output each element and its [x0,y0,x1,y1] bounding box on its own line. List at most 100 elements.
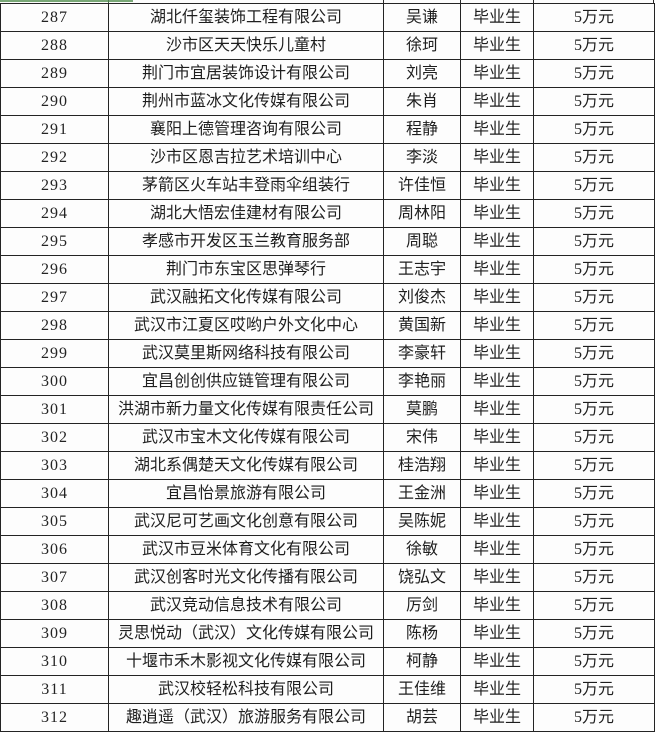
company-name-cell: 十堰市禾木影视文化传媒有限公司 [108,647,384,676]
company-name-cell: 武汉创客时光文化传播有限公司 [108,563,384,592]
subsidy-amount-cell: 5万元 [533,87,655,116]
company-name-cell: 沙市区恩吉拉艺术培训中心 [108,143,384,172]
table-row: 303 湖北系偶楚天文化传媒有限公司 桂浩翔 毕业生 5万元 [0,451,655,480]
row-number-cell: 308 [0,591,109,620]
row-number-cell: 305 [0,507,109,536]
person-name-cell: 李豪轩 [383,339,461,368]
row-number-cell: 287 [0,3,109,32]
row-number-cell: 288 [0,31,109,60]
graduate-status-cell: 毕业生 [460,563,534,592]
company-name-cell: 趣逍遥（武汉）旅游服务有限公司 [108,703,384,732]
company-name-cell: 湖北仟玺装饰工程有限公司 [108,3,384,32]
table-row: 305 武汉尼可艺画文化创意有限公司 吴陈妮 毕业生 5万元 [0,507,655,536]
company-name-cell: 宜昌创创供应链管理有限公司 [108,367,384,396]
person-name-cell: 李淡 [383,143,461,172]
subsidy-amount-cell: 5万元 [533,535,655,564]
subsidy-amount-cell: 5万元 [533,675,655,704]
person-name-cell: 刘俊杰 [383,283,461,312]
person-name-cell: 黄国新 [383,311,461,340]
graduate-status-cell: 毕业生 [460,339,534,368]
graduate-status-cell: 毕业生 [460,675,534,704]
company-name-cell: 武汉竞动信息技术有限公司 [108,591,384,620]
company-name-cell: 武汉市江夏区哎哟户外文化中心 [108,311,384,340]
subsidy-amount-cell: 5万元 [533,507,655,536]
company-name-cell: 宜昌怡景旅游有限公司 [108,479,384,508]
graduate-status-cell: 毕业生 [460,255,534,284]
row-number-cell: 300 [0,367,109,396]
person-name-cell: 王佳维 [383,675,461,704]
row-number-cell: 295 [0,227,109,256]
graduate-status-cell: 毕业生 [460,31,534,60]
person-name-cell: 周林阳 [383,199,461,228]
graduate-status-cell: 毕业生 [460,59,534,88]
table-row: 300 宜昌创创供应链管理有限公司 李艳丽 毕业生 5万元 [0,367,655,396]
column-divider-stub [383,0,384,3]
company-name-cell: 荆门市东宝区思弹琴行 [108,255,384,284]
subsidy-amount-cell: 5万元 [533,367,655,396]
person-name-cell: 桂浩翔 [383,451,461,480]
subsidy-table: 287 湖北仟玺装饰工程有限公司 吴谦 毕业生 5万元 288 沙市区天天快乐儿童村 徐珂 毕业… [0,3,655,732]
table-row: 290 荆州市蓝冰文化传媒有限公司 朱肖 毕业生 5万元 [0,87,655,116]
table-row: 298 武汉市江夏区哎哟户外文化中心 黄国新 毕业生 5万元 [0,311,655,340]
table-row: 297 武汉融拓文化传媒有限公司 刘俊杰 毕业生 5万元 [0,283,655,312]
row-number-cell: 297 [0,283,109,312]
graduate-status-cell: 毕业生 [460,3,534,32]
table-row: 294 湖北大悟宏佳建材有限公司 周林阳 毕业生 5万元 [0,199,655,228]
row-number-cell: 289 [0,59,109,88]
person-name-cell: 李艳丽 [383,367,461,396]
graduate-status-cell: 毕业生 [460,619,534,648]
company-name-cell: 湖北大悟宏佳建材有限公司 [108,199,384,228]
previous-row-remnant [0,0,655,3]
person-name-cell: 陈杨 [383,619,461,648]
table-row: 295 孝感市开发区玉兰教育服务部 周聪 毕业生 5万元 [0,227,655,256]
table-row: 296 荆门市东宝区思弹琴行 王志宇 毕业生 5万元 [0,255,655,284]
subsidy-amount-cell: 5万元 [533,703,655,732]
graduate-status-cell: 毕业生 [460,199,534,228]
row-number-cell: 309 [0,619,109,648]
graduate-status-cell: 毕业生 [460,171,534,200]
subsidy-amount-cell: 5万元 [533,283,655,312]
subsidy-amount-cell: 5万元 [533,171,655,200]
graduate-status-cell: 毕业生 [460,143,534,172]
subsidy-amount-cell: 5万元 [533,619,655,648]
company-name-cell: 荆门市宜居装饰设计有限公司 [108,59,384,88]
row-number-cell: 310 [0,647,109,676]
column-divider-stub [653,0,654,3]
table-row: 289 荆门市宜居装饰设计有限公司 刘亮 毕业生 5万元 [0,59,655,88]
row-number-cell: 298 [0,311,109,340]
table-body: 287 湖北仟玺装饰工程有限公司 吴谦 毕业生 5万元 288 沙市区天天快乐儿童村 徐珂 毕业… [0,3,655,732]
person-name-cell: 厉剑 [383,591,461,620]
company-name-cell: 洪湖市新力量文化传媒有限责任公司 [108,395,384,424]
subsidy-amount-cell: 5万元 [533,423,655,452]
company-name-cell: 武汉市豆米体育文化有限公司 [108,535,384,564]
row-number-cell: 307 [0,563,109,592]
graduate-status-cell: 毕业生 [460,367,534,396]
subsidy-amount-cell: 5万元 [533,255,655,284]
row-number-cell: 299 [0,339,109,368]
subsidy-amount-cell: 5万元 [533,115,655,144]
column-divider-stub [460,0,461,3]
subsidy-amount-cell: 5万元 [533,143,655,172]
row-number-cell: 293 [0,171,109,200]
row-number-cell: 294 [0,199,109,228]
row-number-cell: 301 [0,395,109,424]
subsidy-amount-cell: 5万元 [533,479,655,508]
row-number-cell: 306 [0,535,109,564]
person-name-cell: 王金洲 [383,479,461,508]
person-name-cell: 徐珂 [383,31,461,60]
table-row: 307 武汉创客时光文化传播有限公司 饶弘文 毕业生 5万元 [0,563,655,592]
subsidy-amount-cell: 5万元 [533,59,655,88]
row-number-cell: 303 [0,451,109,480]
person-name-cell: 胡芸 [383,703,461,732]
graduate-status-cell: 毕业生 [460,283,534,312]
person-name-cell: 饶弘文 [383,563,461,592]
subsidy-amount-cell: 5万元 [533,339,655,368]
person-name-cell: 刘亮 [383,59,461,88]
person-name-cell: 许佳恒 [383,171,461,200]
company-name-cell: 武汉尼可艺画文化创意有限公司 [108,507,384,536]
company-name-cell: 武汉莫里斯网络科技有限公司 [108,339,384,368]
graduate-status-cell: 毕业生 [460,591,534,620]
graduate-status-cell: 毕业生 [460,395,534,424]
table-row: 291 襄阳上德管理咨询有限公司 程静 毕业生 5万元 [0,115,655,144]
